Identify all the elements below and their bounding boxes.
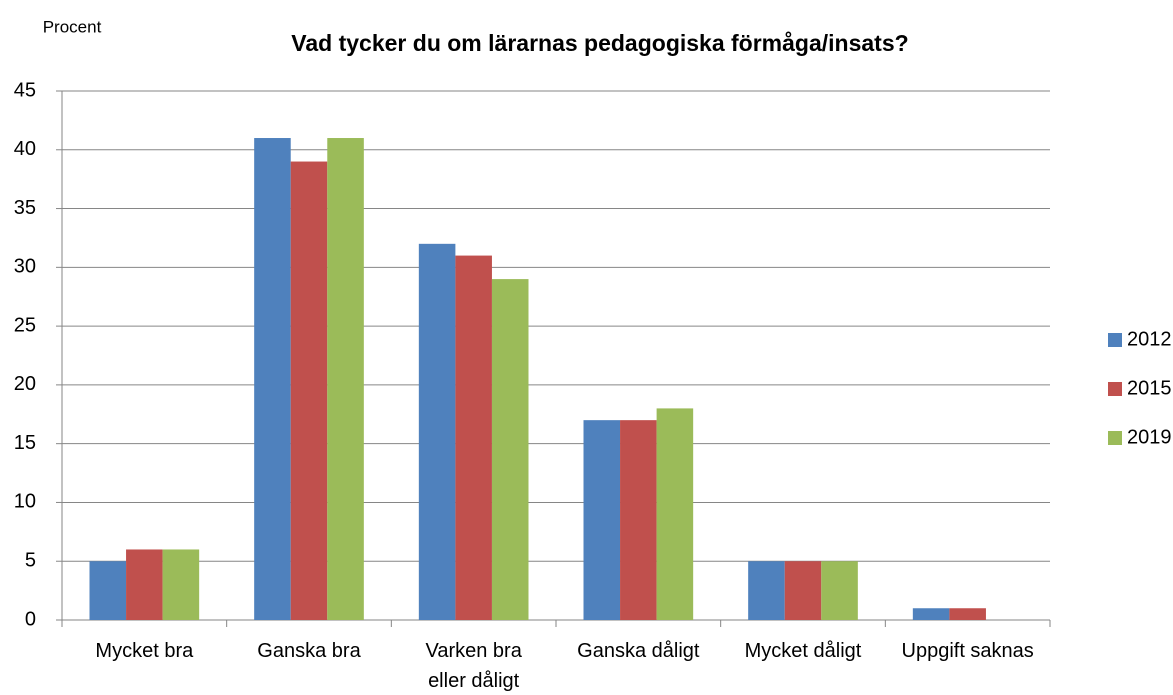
bar: [748, 561, 785, 620]
legend-swatch: [1108, 382, 1122, 396]
chart-title: Vad tycker du om lärarnas pedagogiska fö…: [291, 30, 908, 56]
y-tick-label: 10: [14, 491, 36, 513]
bar: [89, 561, 127, 620]
bar: [583, 420, 621, 620]
x-tick-label: Varken bra eller dåligt: [425, 640, 522, 692]
bar: [656, 408, 694, 620]
y-tick-label: 20: [14, 373, 36, 395]
y-tick-label: 5: [25, 550, 36, 572]
x-tick-label: Uppgift saknas: [901, 640, 1034, 662]
bar: [821, 561, 858, 620]
bar: [491, 279, 529, 620]
bar: [327, 138, 364, 620]
legend-label: 2015: [1127, 377, 1172, 399]
legend-swatch: [1108, 333, 1122, 347]
y-axis-label: Procent: [43, 17, 102, 36]
bar: [455, 255, 492, 621]
bar: [162, 549, 200, 620]
bar: [912, 608, 950, 620]
legend-label: 2019: [1127, 426, 1172, 448]
bar: [418, 243, 456, 621]
legend-label: 2012: [1127, 328, 1172, 350]
y-tick-label: 30: [14, 256, 36, 278]
y-tick-label: 35: [14, 197, 36, 219]
y-tick-label: 0: [25, 608, 36, 630]
y-tick-label: 25: [14, 314, 36, 336]
legend-swatch: [1108, 431, 1122, 445]
x-tick-label: Ganska bra: [257, 640, 361, 662]
y-tick-label: 40: [14, 138, 36, 160]
bar: [784, 561, 822, 620]
y-tick-label: 45: [14, 79, 36, 101]
bar: [949, 608, 986, 620]
x-tick-label: Mycket bra: [95, 640, 194, 662]
x-tick-label: Mycket dåligt: [744, 640, 862, 662]
bar: [620, 420, 657, 620]
bar: [254, 138, 291, 620]
bar: [126, 549, 163, 620]
y-tick-label: 15: [14, 432, 36, 454]
x-tick-label: Ganska dåligt: [577, 640, 700, 662]
bar: [290, 161, 328, 621]
